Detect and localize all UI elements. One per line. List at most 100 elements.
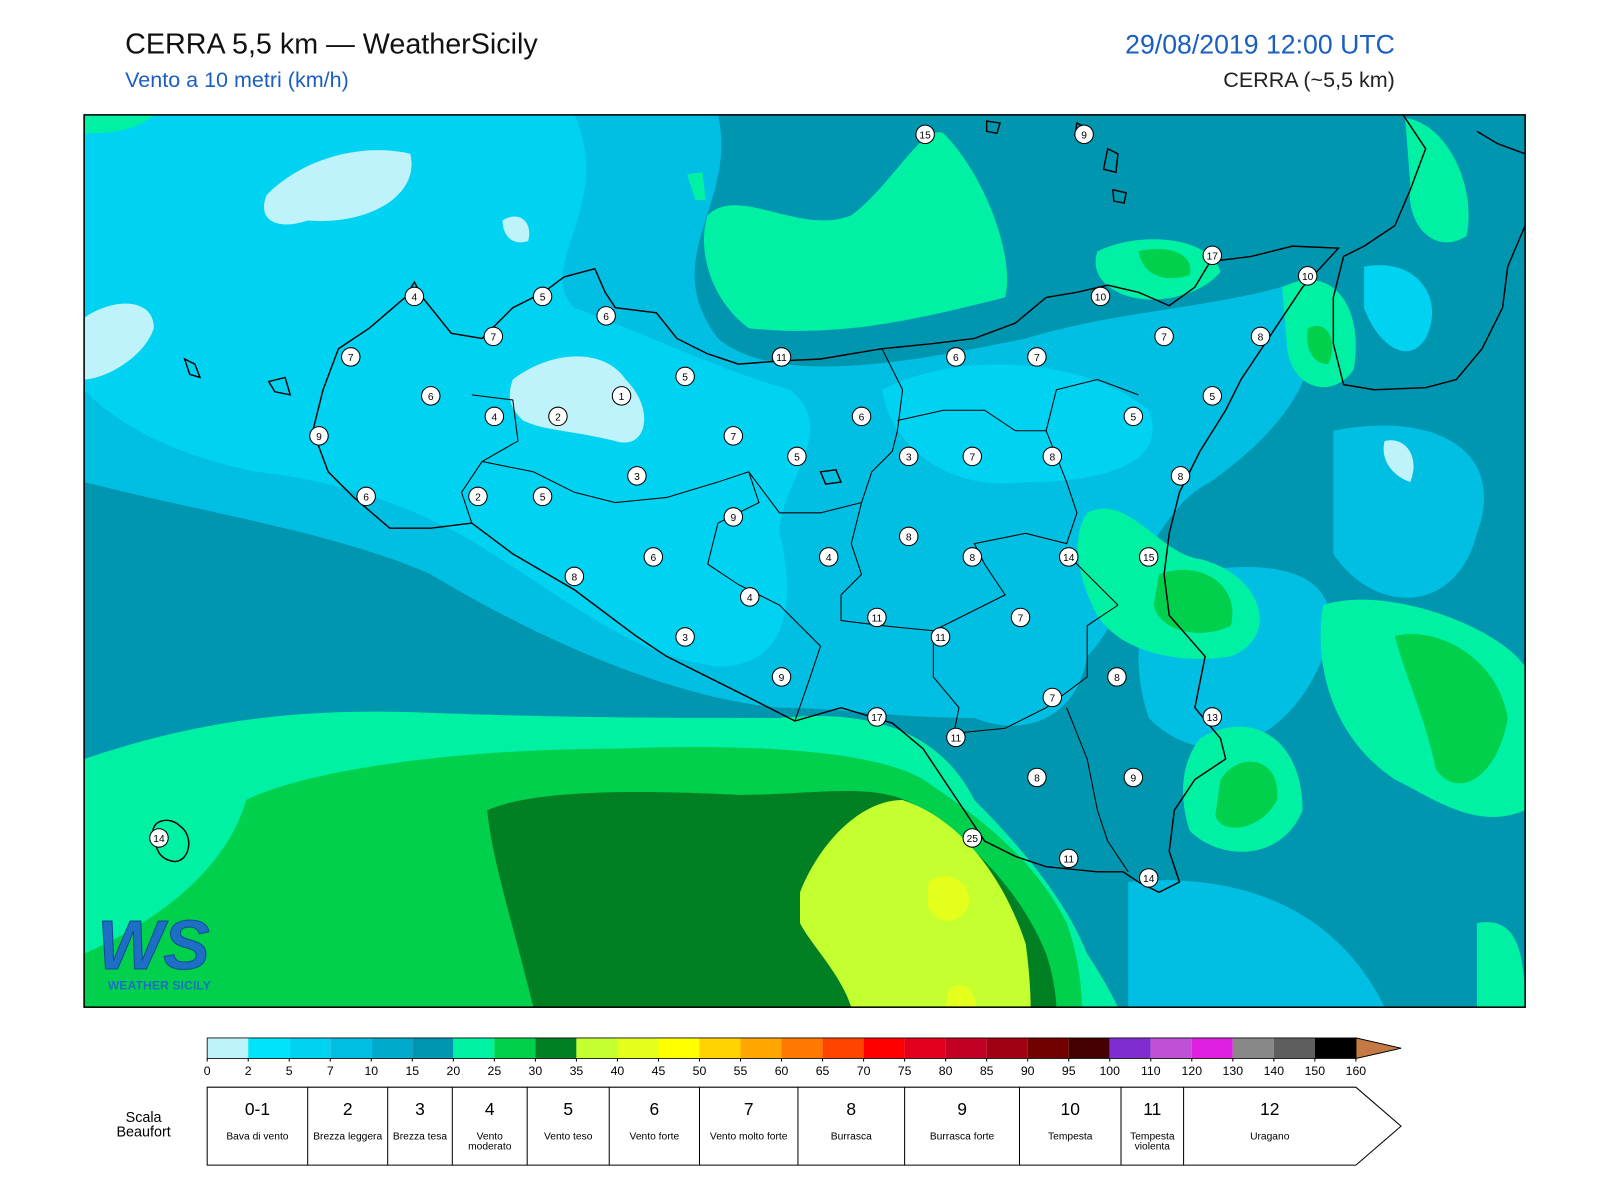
beaufort-desc: Vento forte [629, 1132, 680, 1143]
station-marker [627, 466, 647, 486]
station-marker [1123, 767, 1144, 788]
station-value: 10 [1302, 272, 1314, 283]
beaufort-desc-box: Vento moderato [468, 1132, 512, 1153]
station-value: 7 [969, 453, 975, 464]
station-marker [898, 446, 919, 467]
beaufort-desc: Burrasca [830, 1132, 872, 1143]
station-value: 4 [492, 413, 498, 424]
station-marker [723, 426, 744, 446]
station-marker [532, 286, 553, 307]
colorbar-swatch [658, 1037, 700, 1059]
station-value: 11 [935, 633, 946, 644]
station-value: 7 [1034, 353, 1040, 364]
colorbar-tick-label: 100 [1099, 1064, 1120, 1078]
colorbar-tick-label: 55 [734, 1064, 748, 1078]
station-marker [675, 366, 695, 387]
station-value: 8 [1034, 774, 1040, 785]
station-marker [1138, 868, 1159, 888]
station-value: 8 [1049, 453, 1055, 464]
station-marker [1138, 547, 1159, 567]
colorbar-tick-label: 50 [693, 1064, 707, 1078]
beaufort-desc: Vento moderato [468, 1132, 512, 1153]
colorbar-tick-label: 90 [1021, 1064, 1035, 1078]
station-value: 3 [682, 633, 688, 644]
station-value: 14 [153, 834, 165, 845]
station-marker [771, 667, 792, 687]
beaufort-desc-box: Burrasca forte [930, 1132, 994, 1142]
beaufort-desc: Bava di vento [226, 1132, 289, 1143]
station-marker [1154, 326, 1174, 347]
station-marker [149, 828, 169, 848]
beaufort-desc: Tempesta violenta [1130, 1132, 1175, 1153]
station-value: 5 [794, 453, 800, 464]
station-value: 5 [540, 293, 546, 304]
station-value: 8 [1114, 673, 1120, 684]
station-value: 3 [906, 453, 912, 464]
station-marker [818, 547, 839, 567]
station-value: 6 [859, 413, 865, 424]
colorbar-swatch [1068, 1037, 1110, 1059]
colorbar-tick-label: 150 [1305, 1064, 1326, 1078]
beaufort-desc-box: Brezza tesa [392, 1132, 448, 1143]
station-value: 17 [1207, 251, 1219, 262]
station-marker [611, 386, 632, 406]
colorbar-swatch [494, 1037, 536, 1059]
colorbar-tick-label: 35 [570, 1064, 584, 1078]
beaufort-desc: Brezza leggera [313, 1132, 383, 1143]
station-value: 6 [363, 493, 369, 504]
station-marker [1027, 767, 1047, 788]
colorbar: 0 2 5 7 10 15 20 25 30 35 40 45 50 55 60 65 70 75 80 85 90 95… [204, 1037, 1402, 1078]
station-marker [309, 426, 329, 446]
station-value: 4 [412, 293, 418, 304]
station-value: 5 [540, 493, 546, 504]
colorbar-swatch [576, 1037, 618, 1059]
beaufort-desc-box: Tempesta [1048, 1132, 1092, 1142]
colorbar-tick-label: 30 [529, 1064, 543, 1078]
colorbar-swatch [740, 1037, 782, 1059]
station-value: 8 [572, 573, 578, 584]
station-marker [930, 627, 951, 647]
station-marker [1042, 446, 1063, 467]
beaufort-force: 5 [563, 1099, 573, 1119]
station-value: 5 [682, 373, 688, 384]
station-marker [404, 286, 425, 307]
station-value: 7 [1018, 614, 1024, 625]
colorbar-tick-label: 75 [898, 1064, 912, 1078]
station-value: 6 [428, 392, 434, 403]
colorbar-swatch [904, 1037, 946, 1059]
colorbar-tick-label: 80 [939, 1064, 953, 1078]
station-marker [675, 627, 695, 647]
station-marker [1042, 687, 1063, 708]
station-marker [468, 486, 488, 507]
beaufort-desc-box: Brezza leggera [313, 1132, 383, 1143]
colorbar-tick-label: 70 [857, 1064, 871, 1078]
station-value: 11 [1063, 855, 1074, 866]
colorbar-swatch [535, 1037, 577, 1059]
colorbar-tick-label: 130 [1223, 1064, 1244, 1078]
colorbar-tick-label: 10 [364, 1064, 378, 1078]
station-value: 15 [1143, 553, 1155, 564]
station-marker [596, 306, 616, 326]
station-marker [723, 507, 744, 527]
colorbar-arrow [1355, 1037, 1402, 1059]
station-value: 15 [919, 130, 931, 141]
beaufort-desc: Vento molto forte [709, 1132, 788, 1143]
beaufort-desc-box: Tempesta violenta [1130, 1132, 1175, 1153]
station-value: 6 [953, 353, 959, 364]
colorbar-swatch [289, 1037, 331, 1059]
beaufort-label: Scala Beaufort [116, 1109, 171, 1140]
colorbar-swatch [699, 1037, 741, 1059]
station-value: 8 [1178, 472, 1184, 483]
colorbar-tick-label: 2 [245, 1064, 252, 1078]
colorbar-swatch [822, 1037, 864, 1059]
station-value: 4 [747, 593, 753, 604]
station-value: 11 [951, 734, 962, 745]
station-marker [1202, 386, 1223, 406]
beaufort-desc: Brezza tesa [392, 1132, 448, 1143]
colorbar-swatch [863, 1037, 905, 1059]
station-marker [564, 566, 585, 587]
station-marker [962, 547, 983, 567]
logo-caption: WEATHER SICILY [108, 979, 211, 993]
